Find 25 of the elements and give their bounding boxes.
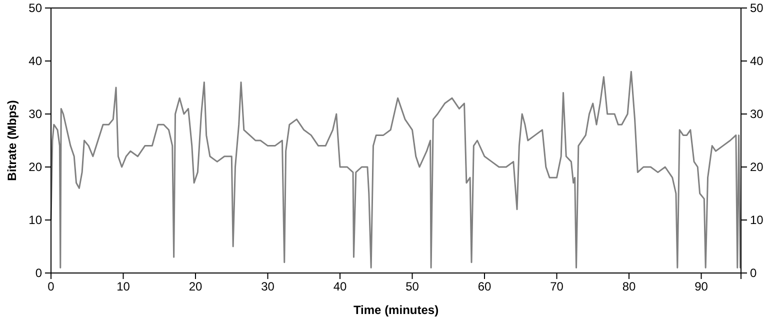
- line-series: [50, 70, 742, 268]
- x-tick-label: 50: [406, 280, 420, 294]
- x-tick-label: 90: [694, 280, 708, 294]
- y-axis-title: Bitrate (Mbps): [5, 100, 19, 181]
- y-tick-label: 20: [28, 160, 42, 174]
- y-tick-label: 40: [28, 54, 42, 68]
- y2-tick-label: 30: [750, 106, 764, 121]
- x-tick-label: 60: [478, 280, 492, 294]
- y-tick-label: 10: [28, 212, 42, 227]
- y2-tick-label: 20: [750, 160, 764, 174]
- x-tick-label: 80: [622, 280, 636, 294]
- x-tick-label: 40: [333, 280, 347, 294]
- y2-tick-label: 50: [750, 0, 764, 15]
- x-tick-label: 30: [261, 280, 275, 294]
- x-tick-label: 10: [116, 280, 130, 294]
- y2-tick-label: 40: [750, 54, 764, 68]
- y2-tick-label: 0: [750, 266, 757, 280]
- x-tick-label: 70: [550, 280, 564, 294]
- y2-tick-label: 10: [750, 212, 764, 227]
- y-tick-label: 0: [35, 266, 42, 280]
- y-tick-label: 30: [28, 106, 42, 121]
- y-tick-label: 50: [28, 0, 42, 15]
- x-tick-label: 0: [48, 280, 55, 294]
- x-axis-title: Time (minutes): [353, 303, 439, 317]
- x-tick-label: 20: [188, 280, 202, 294]
